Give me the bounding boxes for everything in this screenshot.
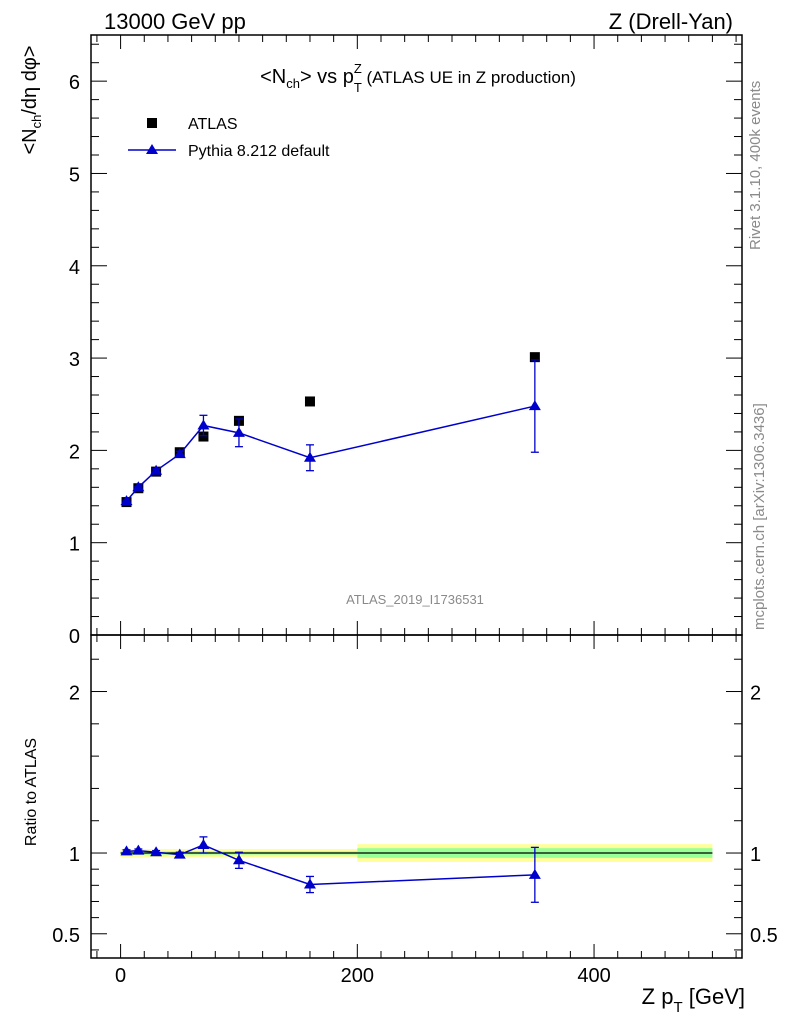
ratio-point-pythia	[232, 854, 245, 865]
y-tick-label-bottom-right: 2	[750, 683, 761, 705]
y-tick-label-bottom-left: 0.5	[52, 925, 80, 947]
y-axis-label-top: <Nch/dη dφ>	[19, 46, 44, 155]
ratio-point-pythia	[132, 844, 145, 855]
y-tick-label-bottom-left: 2	[69, 683, 80, 705]
data-point-pythia	[120, 495, 133, 506]
x-axis-label: Z pT [GeV]	[642, 984, 745, 1016]
header-left: 13000 GeV pp	[104, 9, 246, 34]
plot-layer: 0 200 400 0 1 2 3 4 5 6 0.5 0.5 1 1 2 2	[52, 35, 778, 987]
legend-label-atlas: ATLAS	[188, 116, 238, 133]
analysis-watermark: ATLAS_2019_I1736531	[346, 592, 484, 607]
data-point-pythia	[232, 426, 245, 437]
y-tick-label-top: 0	[69, 626, 80, 648]
legend-marker-atlas	[147, 118, 157, 128]
chart-title: <Nch> vs pZ T (ATLAS UE in Z production)	[260, 61, 576, 95]
y-tick-label-bottom-right: 1	[750, 844, 761, 866]
data-point-pythia	[197, 419, 210, 430]
data-point-pythia	[528, 400, 541, 411]
x-tick-label: 400	[577, 965, 610, 987]
y-tick-label-top: 5	[69, 164, 80, 186]
y-tick-label-bottom-right: 0.5	[750, 925, 778, 947]
rivet-version-text: Rivet 3.1.10, 400k events	[747, 81, 764, 250]
data-point-pythia	[303, 451, 316, 462]
ratio-point-pythia	[120, 845, 133, 856]
legend: ATLAS Pythia 8.212 default	[128, 116, 330, 160]
mcplots-text: mcplots.cern.ch [arXiv:1306.3436]	[751, 403, 768, 630]
legend-marker-pythia	[146, 144, 158, 154]
x-tick-label: 200	[341, 965, 374, 987]
legend-label-pythia: Pythia 8.212 default	[188, 143, 330, 160]
series-line-pythia	[125, 405, 536, 502]
data-point-atlas	[529, 352, 540, 363]
y-axis-label-bottom: Ratio to ATLAS	[23, 738, 40, 846]
y-tick-label-top: 1	[69, 534, 80, 556]
ratio-point-pythia	[197, 838, 210, 849]
y-tick-label-top: 2	[69, 441, 80, 463]
ratio-point-pythia	[150, 846, 163, 857]
y-tick-label-top: 6	[69, 72, 80, 94]
y-tick-label-top: 3	[69, 349, 80, 371]
ratio-point-pythia	[173, 848, 186, 859]
data-point-pythia	[132, 481, 145, 492]
data-point-atlas	[198, 431, 209, 442]
bottom-panel-frame	[90, 634, 743, 959]
x-tick-label: 0	[115, 965, 126, 987]
header-right: Z (Drell-Yan)	[609, 9, 733, 34]
ratio-point-pythia	[528, 868, 541, 879]
data-point-atlas	[304, 396, 315, 407]
data-point-pythia	[150, 464, 163, 475]
y-tick-label-top: 4	[69, 257, 80, 279]
ratio-point-pythia	[303, 878, 316, 889]
y-tick-label-bottom-left: 1	[69, 844, 80, 866]
data-point-pythia	[173, 448, 186, 459]
